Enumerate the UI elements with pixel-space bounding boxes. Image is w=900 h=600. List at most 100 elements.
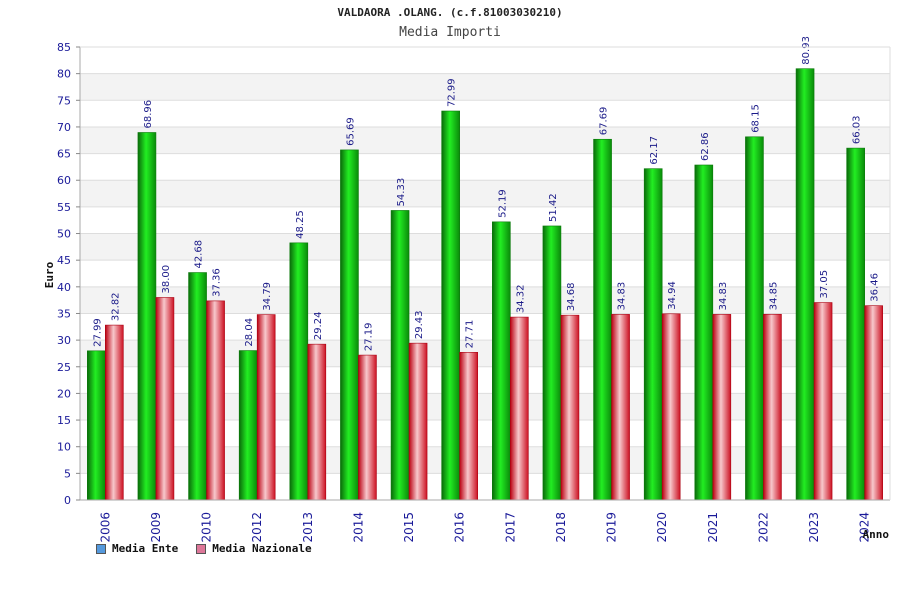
bar-media-nazionale-2006 (105, 324, 124, 501)
x-tick-label-2013: 2013 (301, 512, 315, 543)
bar-media-ente-2012 (238, 350, 258, 501)
y-tick-label: 25 (57, 361, 71, 374)
y-tick-label: 45 (57, 254, 71, 267)
bar-media-nazionale-2022 (763, 313, 782, 501)
bar-media-ente-2014 (340, 149, 359, 501)
value-label-media-nazionale-2020: 34.94 (667, 281, 678, 310)
value-label-media-nazionale-2016: 27.71 (465, 320, 476, 349)
bar-media-nazionale-2020 (661, 313, 681, 501)
x-tick-label-2012: 2012 (250, 512, 264, 543)
value-label-media-nazionale-2015: 29.43 (414, 311, 425, 340)
bar-media-ente-2013 (289, 242, 309, 501)
y-tick-label: 5 (64, 467, 71, 480)
bar-media-nazionale-2017 (510, 316, 529, 501)
bar-media-nazionale-2018 (560, 314, 580, 501)
value-label-media-ente-2019: 67.69 (599, 107, 610, 136)
x-tick-label-2006: 2006 (98, 512, 112, 543)
value-label-media-nazionale-2009: 38.00 (161, 265, 172, 294)
bar-media-nazionale-2023 (813, 302, 833, 501)
value-label-media-ente-2010: 42.68 (194, 240, 205, 269)
bar-media-nazionale-2010 (206, 300, 225, 501)
value-label-media-nazionale-2013: 29.24 (313, 312, 324, 341)
bar-media-ente-2018 (542, 225, 562, 501)
grid-band (80, 126, 890, 154)
value-label-media-nazionale-2021: 34.83 (718, 282, 729, 311)
value-label-media-ente-2023: 80.93 (801, 36, 812, 65)
x-tick-label-2014: 2014 (351, 512, 365, 543)
value-label-media-nazionale-2022: 34.85 (768, 282, 779, 311)
value-label-media-nazionale-2024: 36.46 (870, 273, 881, 302)
bar-media-nazionale-2009 (155, 297, 175, 501)
bar-media-ente-2015 (390, 210, 410, 501)
y-tick-label: 65 (57, 148, 71, 161)
value-label-media-nazionale-2014: 27.19 (363, 322, 374, 351)
x-tick-label-2024: 2024 (858, 512, 872, 543)
bar-media-nazionale-2015 (408, 342, 428, 501)
y-tick-label: 10 (57, 441, 71, 454)
x-tick-label-2023: 2023 (807, 512, 821, 543)
y-tick-label: 20 (57, 387, 71, 400)
value-label-media-ente-2021: 62.86 (700, 132, 711, 161)
bar-media-nazionale-2019 (611, 314, 630, 501)
y-axis-label: Euro (43, 261, 56, 288)
bar-media-ente-2024 (846, 147, 865, 501)
bar-media-ente-2022 (745, 136, 764, 501)
y-tick-label: 30 (57, 334, 71, 347)
x-tick-label-2017: 2017 (503, 512, 517, 543)
x-axis-label: Anno (863, 528, 890, 541)
y-tick-label: 70 (57, 121, 71, 134)
y-tick-label: 0 (64, 494, 71, 507)
value-label-media-nazionale-2006: 32.82 (110, 292, 121, 321)
x-tick-label-2010: 2010 (200, 512, 214, 543)
bar-media-nazionale-2024 (864, 305, 883, 501)
value-label-media-nazionale-2018: 34.68 (566, 283, 577, 312)
bar-media-nazionale-2012 (256, 314, 276, 501)
y-tick-label: 35 (57, 307, 71, 320)
y-tick-label: 55 (57, 201, 71, 214)
bar-media-ente-2020 (643, 168, 663, 501)
x-tick-label-2022: 2022 (756, 512, 770, 543)
x-tick-label-2019: 2019 (605, 512, 619, 543)
grid-band (80, 180, 890, 207)
value-label-media-nazionale-2019: 34.83 (617, 282, 628, 311)
x-tick-label-2021: 2021 (706, 512, 720, 543)
y-tick-label: 50 (57, 228, 71, 241)
legend-item-media-nazionale: Media Nazionale (196, 542, 312, 555)
x-tick-label-2009: 2009 (149, 512, 163, 543)
bar-media-ente-2016 (441, 110, 460, 501)
chart-subtitle: Media Importi (399, 25, 501, 40)
legend-label-media-nazionale: Media Nazionale (212, 542, 312, 555)
legend-label-media-ente: Media Ente (112, 542, 179, 555)
y-tick-label: 80 (57, 68, 71, 81)
value-label-media-ente-2012: 28.04 (244, 318, 255, 347)
value-label-media-ente-2016: 72.99 (447, 78, 458, 107)
bar-media-ente-2010 (188, 272, 207, 501)
y-tick-label: 15 (57, 414, 71, 427)
value-label-media-ente-2024: 66.03 (852, 115, 863, 144)
value-label-media-ente-2022: 68.15 (750, 104, 761, 133)
value-label-media-ente-2020: 62.17 (649, 136, 660, 165)
x-tick-label-2020: 2020 (655, 512, 669, 543)
x-tick-label-2015: 2015 (402, 512, 416, 543)
bar-media-nazionale-2021 (712, 314, 732, 501)
legend-swatch-media-nazionale (196, 543, 207, 554)
x-tick-label-2018: 2018 (554, 512, 568, 543)
bar-media-ente-2006 (87, 350, 106, 501)
value-label-media-ente-2018: 51.42 (548, 193, 559, 222)
value-label-media-ente-2014: 65.69 (345, 117, 356, 146)
value-label-media-nazionale-2017: 34.32 (515, 284, 526, 313)
bar-media-nazionale-2013 (307, 343, 327, 501)
y-tick-label: 85 (57, 41, 71, 54)
value-label-media-nazionale-2012: 34.79 (262, 282, 273, 311)
value-label-media-ente-2009: 68.96 (143, 100, 154, 129)
bar-media-ente-2019 (593, 138, 612, 501)
bar-media-ente-2009 (137, 132, 157, 501)
value-label-media-nazionale-2010: 37.36 (212, 268, 223, 297)
y-tick-label: 60 (57, 174, 71, 187)
legend-item-media-ente: Media Ente (96, 542, 178, 555)
chart-title: VALDAORA .OLANG. (c.f.81003030210) (337, 6, 563, 19)
bar-media-nazionale-2016 (459, 352, 478, 501)
value-label-media-ente-2006: 27.99 (92, 318, 103, 347)
bar-media-ente-2017 (492, 221, 511, 501)
